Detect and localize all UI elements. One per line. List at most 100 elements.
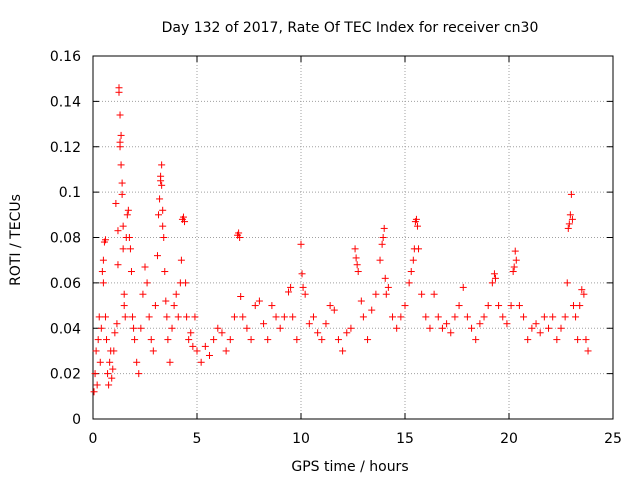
data-point xyxy=(287,283,295,291)
data-point xyxy=(318,336,326,344)
data-point xyxy=(563,279,571,287)
y-axis-label: ROTI / TECUs xyxy=(8,194,24,286)
y-tick-label: 0.06 xyxy=(50,276,81,292)
data-point xyxy=(118,190,126,198)
data-point xyxy=(443,320,451,328)
data-point xyxy=(455,302,463,310)
data-point xyxy=(569,302,577,310)
data-point xyxy=(149,347,157,355)
data-point xyxy=(151,302,159,310)
data-point xyxy=(584,347,592,355)
data-point xyxy=(305,320,313,328)
data-point xyxy=(578,286,586,294)
data-point xyxy=(357,297,365,305)
data-point xyxy=(409,256,417,264)
data-point xyxy=(95,313,103,321)
x-tick-labels: 0 5 10 15 20 25 xyxy=(89,431,622,447)
data-point xyxy=(247,336,255,344)
data-point xyxy=(260,320,268,328)
data-point xyxy=(339,347,347,355)
data-point xyxy=(177,256,185,264)
data-point xyxy=(511,247,519,255)
data-point xyxy=(191,313,199,321)
data-point xyxy=(572,313,580,321)
data-point xyxy=(143,279,151,287)
data-point xyxy=(131,336,139,344)
data-point xyxy=(405,279,413,287)
data-point xyxy=(124,206,132,214)
data-point xyxy=(201,342,209,350)
data-point xyxy=(422,313,430,321)
data-point xyxy=(235,229,243,237)
data-point xyxy=(512,256,520,264)
data-point xyxy=(567,190,575,198)
data-point xyxy=(528,324,536,332)
data-point xyxy=(309,313,317,321)
data-point xyxy=(158,161,166,169)
data-point xyxy=(384,283,392,291)
data-point xyxy=(524,336,532,344)
data-point xyxy=(415,245,423,253)
data-point xyxy=(251,302,259,310)
data-point xyxy=(484,302,492,310)
data-point xyxy=(141,263,149,271)
data-point xyxy=(125,234,133,241)
data-point xyxy=(110,347,118,355)
data-point xyxy=(509,268,517,276)
data-point xyxy=(285,288,293,296)
data-point xyxy=(210,336,218,344)
data-point xyxy=(264,336,272,344)
data-point xyxy=(129,313,137,321)
data-point xyxy=(438,324,446,332)
data-point xyxy=(166,358,174,366)
data-point xyxy=(205,351,213,359)
data-point xyxy=(276,324,284,332)
data-point xyxy=(343,329,351,337)
data-point xyxy=(118,179,126,187)
data-point xyxy=(272,313,280,321)
data-point xyxy=(97,324,105,332)
data-point xyxy=(488,279,496,287)
data-point xyxy=(536,329,544,337)
data-point xyxy=(379,234,387,241)
data-point xyxy=(164,336,172,344)
data-point xyxy=(94,336,102,344)
y-tick-labels: 0 0.02 0.04 0.06 0.08 0.1 0.12 0.14 0.16 xyxy=(50,49,81,428)
data-point xyxy=(557,324,565,332)
data-point xyxy=(111,329,119,337)
y-tick-label: 0 xyxy=(72,412,81,428)
data-point xyxy=(109,365,117,373)
data-point xyxy=(239,313,247,321)
data-point xyxy=(401,302,409,310)
data-point xyxy=(90,388,98,396)
data-point xyxy=(120,302,128,310)
data-point xyxy=(93,381,101,389)
data-point xyxy=(352,254,360,262)
data-point xyxy=(155,211,163,219)
data-point xyxy=(507,302,515,310)
data-point xyxy=(126,245,134,253)
data-point xyxy=(181,218,189,226)
data-point xyxy=(159,206,167,214)
data-point xyxy=(108,374,116,382)
x-tick-label: 10 xyxy=(292,431,310,447)
data-point xyxy=(103,336,111,344)
data-point xyxy=(490,270,498,278)
data-point xyxy=(472,336,480,344)
data-point xyxy=(156,195,164,203)
x-tick-label: 0 xyxy=(89,431,98,447)
data-point xyxy=(574,336,582,344)
data-point xyxy=(101,313,109,321)
data-point xyxy=(434,313,442,321)
data-point xyxy=(520,313,528,321)
data-point xyxy=(503,320,511,328)
data-point xyxy=(162,297,170,305)
data-point xyxy=(120,290,128,298)
data-point xyxy=(157,172,165,180)
data-point xyxy=(576,302,584,310)
data-point xyxy=(114,261,122,269)
data-point xyxy=(135,370,143,378)
y-tick-label: 0.1 xyxy=(59,185,81,201)
data-point xyxy=(104,370,112,378)
data-point xyxy=(322,320,330,328)
